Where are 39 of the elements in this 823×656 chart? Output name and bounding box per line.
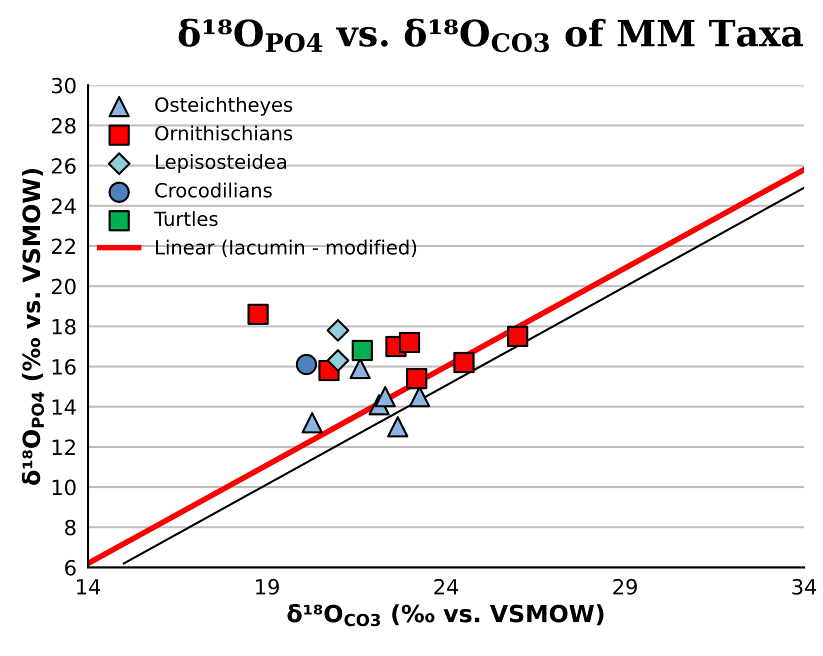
y-tick-label: 14 <box>52 399 76 415</box>
legend-label: Osteichtheyes <box>155 96 292 116</box>
legend-label: Turtles <box>154 211 218 226</box>
legend-label: Crocodilians <box>155 182 272 198</box>
point <box>296 354 318 376</box>
y-tick-label: 30 <box>52 78 76 94</box>
x-tick-label: 29 <box>613 578 637 595</box>
y-tick-label: 16 <box>52 358 76 375</box>
point <box>507 326 528 348</box>
y-axis-title: δ¹⁸O$_{PO4}$ (‰ vs. VSMOW) <box>22 168 44 485</box>
point <box>302 412 323 434</box>
y-tick-label: 22 <box>52 238 75 254</box>
point <box>326 349 350 372</box>
y-tick-label: 6 <box>65 560 76 576</box>
y-tick-label: 12 <box>52 439 75 455</box>
point <box>387 416 408 438</box>
y-tick-label: 10 <box>52 480 76 496</box>
y-tick-label: 26 <box>52 158 76 174</box>
x-tick-label: 14 <box>77 579 100 594</box>
point <box>352 340 373 362</box>
y-tick-label: 24 <box>52 198 76 214</box>
legend-label: Lepisosteidea <box>156 154 286 173</box>
point <box>374 386 396 408</box>
point <box>406 368 428 390</box>
point <box>453 352 475 374</box>
y-tick-label: 18 <box>52 318 76 335</box>
legend-label: Ornithischians <box>155 125 292 141</box>
point <box>326 319 350 342</box>
y-tick-label: 8 <box>65 520 76 536</box>
point <box>398 332 420 354</box>
x-tick-label: 19 <box>256 578 279 595</box>
chart-title: δ¹⁸O$_{PO4}$ vs. δ¹⁸O$_{CO3}$ of MM Taxa <box>178 18 804 52</box>
y-tick-label: 28 <box>52 118 76 134</box>
legend-label: Linear (Iacumin - modified) <box>156 240 416 257</box>
y-tick-label: 20 <box>52 278 76 294</box>
x-axis-title: δ¹⁸O$_{CO3}$ (‰ vs. VSMOW) <box>287 604 604 626</box>
x-tick-label: 24 <box>434 578 458 594</box>
x-tick-label: 34 <box>792 578 816 595</box>
point <box>247 304 269 325</box>
